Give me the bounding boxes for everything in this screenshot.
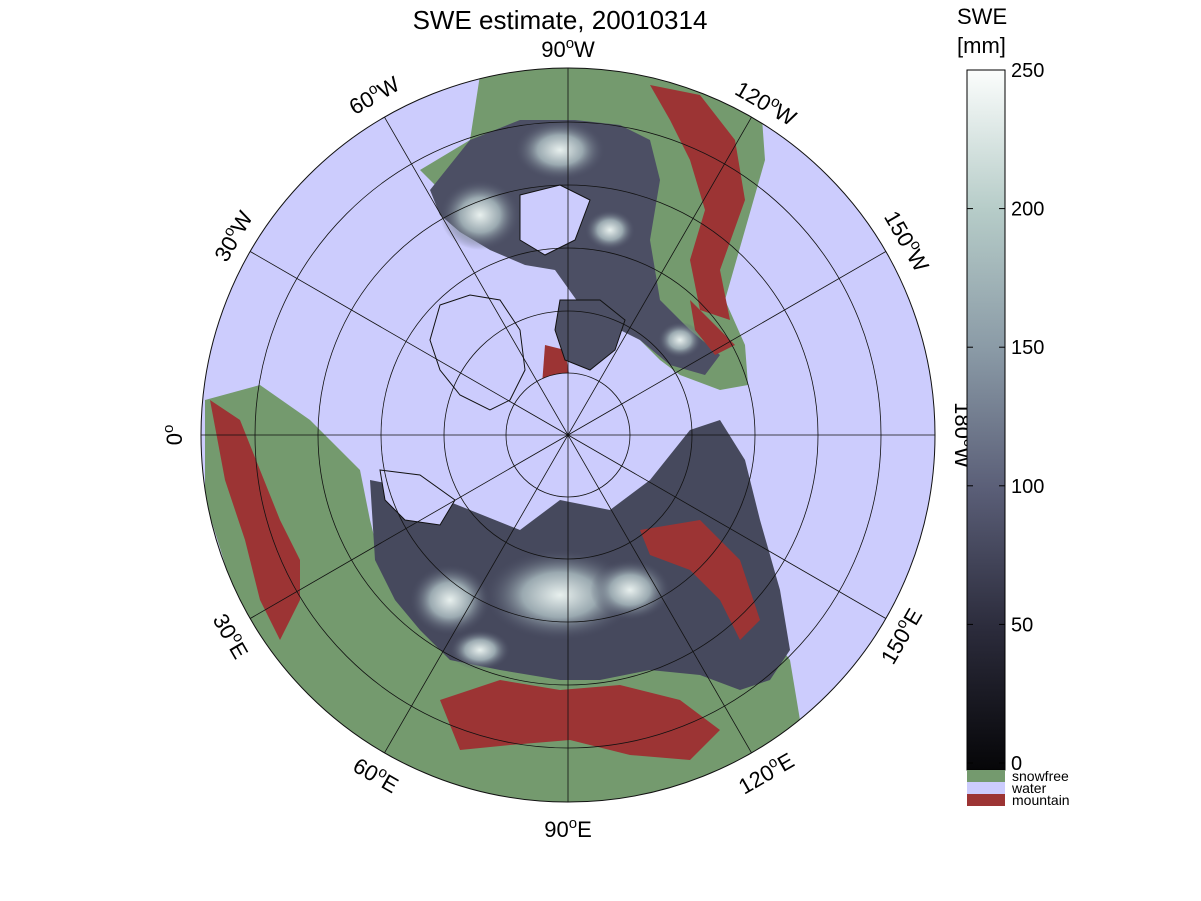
legend-swatch-water [967,782,1005,794]
legend-swatch-mountain [967,794,1005,806]
meridian-lines [201,68,935,802]
colorbar: SWE [mm] 0 50 100 150 200 250 [957,4,1044,775]
eurasia-snow-highlight-3 [410,565,490,635]
na-snow-highlight-4 [658,322,702,358]
legend-label-mountain: mountain [1012,792,1070,808]
na-snow-highlight-2 [515,120,605,180]
north-america-snow [430,120,720,375]
asia-mountains [440,680,720,760]
eurasia-snow-highlight-4 [450,630,510,670]
colorbar-ticks: 0 50 100 150 200 250 [967,60,1044,775]
legend-label-snowfree: snowfree [1012,768,1069,784]
colorbar-tick-label-5: 250 [1011,60,1044,82]
legend-swatch-snowfree [967,770,1005,782]
colorbar-gradient [966,69,1006,771]
colorbar-tick-label-4: 200 [1011,199,1044,221]
polar-map [201,68,935,802]
na-snow-highlight-3 [585,210,635,250]
map-boundary [200,67,936,803]
colorbar-tick-label-1: 50 [1011,614,1033,636]
label-90W: 90oW [541,35,595,62]
eurasia-snow-highlight-2 [590,560,670,620]
eurasia-snow-highlight-1 [485,550,635,640]
colorbar-label-unit: [mm] [957,33,1006,58]
label-0: 0o [160,425,187,446]
map-title: SWE estimate, 20010314 [413,5,708,35]
greenland [429,294,526,411]
europe-mountains [210,400,300,640]
colorbar-label-swe: SWE [957,4,1007,29]
alaska-mountains [690,300,735,355]
legend-label-water: water [1011,780,1047,796]
colorbar-tick-label-2: 100 [1011,476,1044,498]
label-30E: 30oE [208,608,255,663]
label-90E: 90oE [544,815,592,842]
colorbar-tick-label-3: 150 [1011,337,1044,359]
colorbar-tick-label-0: 0 [1011,753,1022,775]
na-snow-highlight-1 [440,180,520,250]
siberia-mountains [640,520,760,640]
rocky-mountains [650,85,745,320]
